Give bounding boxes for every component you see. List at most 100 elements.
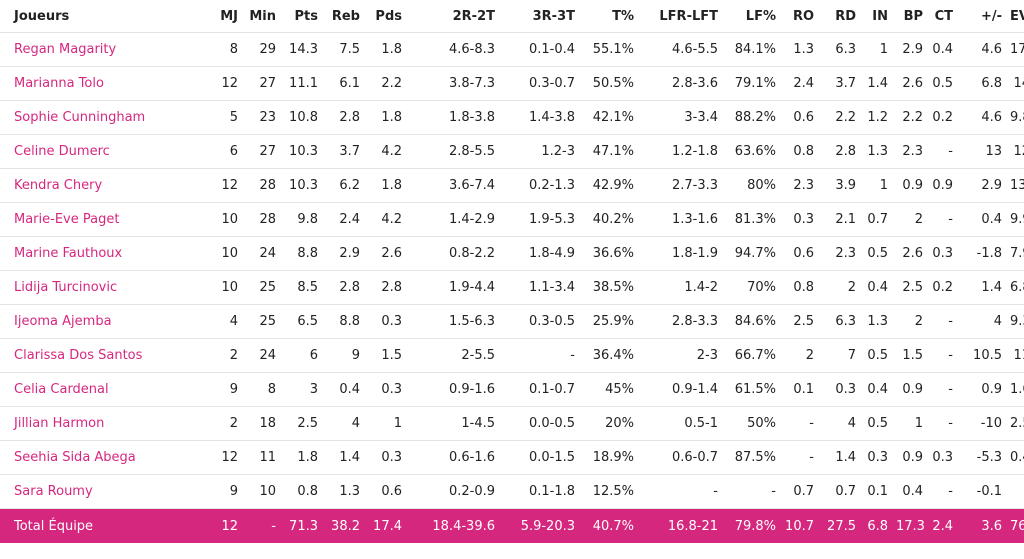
stat-cell: 9 — [172, 474, 242, 509]
stat-cell: 9.8 — [280, 202, 322, 237]
stat-cell: 8.5 — [280, 270, 322, 305]
stat-cell: 2 — [172, 406, 242, 441]
stat-cell: 9 — [172, 372, 242, 407]
stat-cell: 12 — [172, 168, 242, 203]
stat-cell: 6.1 — [322, 66, 364, 101]
stat-cell: 0.7 — [818, 474, 860, 509]
stat-cell: 0.6 — [780, 236, 818, 271]
stat-cell: 1.5-6.3 — [406, 304, 499, 339]
player-name-link[interactable]: Lidija Turcinovic — [14, 280, 118, 295]
stat-cell: 0.1-0.7 — [499, 372, 579, 407]
stat-cell: 2.1 — [818, 202, 860, 237]
table-row: Sophie Cunningham 5 23 10.8 2.8 1.8 1.8-3.8 1.4… — [0, 100, 1024, 135]
player-name-link[interactable]: Celia Cardenal — [14, 382, 109, 397]
player-name-link[interactable]: Seehia Sida Abega — [14, 450, 136, 465]
column-header-ro: RO — [780, 0, 818, 33]
stat-cell: - — [638, 474, 722, 509]
player-name-link[interactable]: Regan Magarity — [14, 42, 117, 57]
stat-cell: 66.7% — [722, 338, 780, 373]
stat-cell: 0.2-0.9 — [406, 474, 499, 509]
stat-cell: 3-3.4 — [638, 100, 722, 135]
stat-cell: 9.3 — [1006, 304, 1024, 339]
stat-cell: 42.1% — [579, 100, 638, 135]
stat-cell: 0.1 — [780, 372, 818, 407]
stat-cell: - — [927, 134, 957, 169]
total-stat-cell: 3.6 — [957, 508, 1006, 543]
player-name-link[interactable]: Jillian Harmon — [14, 416, 105, 431]
column-header-pds: Pds — [364, 0, 406, 33]
player-name-link[interactable]: Kendra Chery — [14, 178, 103, 193]
stat-cell: 2.6 — [892, 66, 927, 101]
stat-cell: 1.8-1.9 — [638, 236, 722, 271]
stat-cell: 27 — [242, 66, 280, 101]
stat-cell: - — [499, 338, 579, 373]
player-name-link[interactable]: Sophie Cunningham — [14, 110, 146, 125]
stat-cell: 2.8 — [818, 134, 860, 169]
player-name-link[interactable]: Marie-Eve Paget — [14, 212, 120, 227]
total-stat-cell: 79.8% — [722, 508, 780, 543]
stat-cell: 17.3 — [1006, 32, 1024, 67]
player-name-link[interactable]: Marianna Tolo — [14, 76, 104, 91]
stat-cell: 2.5 — [280, 406, 322, 441]
stat-cell: 94.7% — [722, 236, 780, 271]
player-name-cell: Jillian Harmon — [0, 406, 172, 441]
stat-cell: 50.5% — [579, 66, 638, 101]
stat-cell: 4.6-5.5 — [638, 32, 722, 67]
stat-cell: 1.9-5.3 — [499, 202, 579, 237]
total-stat-cell: 16.8-21 — [638, 508, 722, 543]
stat-cell: 2.8-3.6 — [638, 66, 722, 101]
stat-cell: 27 — [242, 134, 280, 169]
stat-cell: 4 — [322, 406, 364, 441]
stat-cell: 1.2-3 — [499, 134, 579, 169]
player-name-link[interactable]: Sara Roumy — [14, 484, 93, 499]
table-row: Celia Cardenal 9 8 3 0.4 0.3 0.9-1.6 0.1-0.7 45%… — [0, 372, 1024, 407]
stat-cell: 10.5 — [957, 338, 1006, 373]
player-name-link[interactable]: Ijeoma Ajemba — [14, 314, 112, 329]
total-stat-cell: 76.7 — [1006, 508, 1024, 543]
stat-cell: 0.4 — [860, 372, 892, 407]
total-label: Total Équipe — [0, 508, 172, 543]
stat-cell: 0.5 — [860, 236, 892, 271]
stat-cell: 1.8 — [364, 168, 406, 203]
player-name-cell: Marine Fauthoux — [0, 236, 172, 271]
stat-cell: 61.5% — [722, 372, 780, 407]
stat-cell: 84.6% — [722, 304, 780, 339]
stat-cell: 0.3 — [927, 236, 957, 271]
stat-cell: 0.2 — [927, 100, 957, 135]
stat-cell: - — [927, 304, 957, 339]
table-row: Seehia Sida Abega 12 11 1.8 1.4 0.3 0.6-1.6 0.0… — [0, 440, 1024, 475]
player-name-link[interactable]: Celine Dumerc — [14, 144, 110, 159]
column-header-ct: CT — [927, 0, 957, 33]
player-name-cell: Ijeoma Ajemba — [0, 304, 172, 339]
stat-cell: 4.6-8.3 — [406, 32, 499, 67]
stat-cell: 63.6% — [722, 134, 780, 169]
stat-cell: 0.9 — [892, 168, 927, 203]
total-stat-cell: 71.3 — [280, 508, 322, 543]
player-name-link[interactable]: Marine Fauthoux — [14, 246, 123, 261]
stat-cell: 2.9 — [957, 168, 1006, 203]
stat-cell: 50% — [722, 406, 780, 441]
stat-cell: 10 — [172, 270, 242, 305]
stat-cell: 1.4 — [322, 440, 364, 475]
stat-cell: 40.2% — [579, 202, 638, 237]
column-header-lfr-lft: LFR-LFT — [638, 0, 722, 33]
player-name-link[interactable]: Clarissa Dos Santos — [14, 348, 143, 363]
column-header-2r-2t: 2R-2T — [406, 0, 499, 33]
stat-cell: 14 — [1006, 66, 1024, 101]
player-stats-table: Joueurs MJ Min Pts Reb Pds 2R-2T 3R-3T T… — [0, 0, 1024, 543]
stat-cell: 0.5 — [927, 66, 957, 101]
stat-cell: 0.3 — [927, 440, 957, 475]
stat-cell: - — [927, 202, 957, 237]
stat-cell: 1.4 — [818, 440, 860, 475]
stat-cell: - — [1006, 474, 1024, 509]
stat-cell: 8.8 — [322, 304, 364, 339]
stat-cell: 0.2-1.3 — [499, 168, 579, 203]
stat-cell: 0.1-1.8 — [499, 474, 579, 509]
stat-cell: 11.1 — [280, 66, 322, 101]
stat-cell: 0.3 — [818, 372, 860, 407]
stat-cell: 3.8-7.3 — [406, 66, 499, 101]
stat-cell: 1.3-1.6 — [638, 202, 722, 237]
column-header-eval: EVAL — [1006, 0, 1024, 33]
stat-cell: 9.9 — [1006, 202, 1024, 237]
total-row: Total Équipe 12-71.3 38.2 17.4 18.4-39.6 5.9-… — [0, 508, 1024, 543]
